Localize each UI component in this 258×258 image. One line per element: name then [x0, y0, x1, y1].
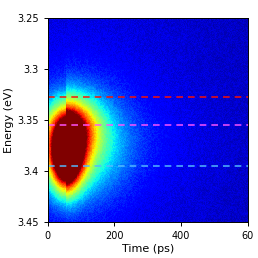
Text: Point A ($\varepsilon_{tt} = -1.18\%$): Point A ($\varepsilon_{tt} = -1.18\%$)	[123, 4, 242, 18]
Y-axis label: Energy (eV): Energy (eV)	[4, 87, 14, 153]
X-axis label: Time (ps): Time (ps)	[122, 244, 174, 254]
